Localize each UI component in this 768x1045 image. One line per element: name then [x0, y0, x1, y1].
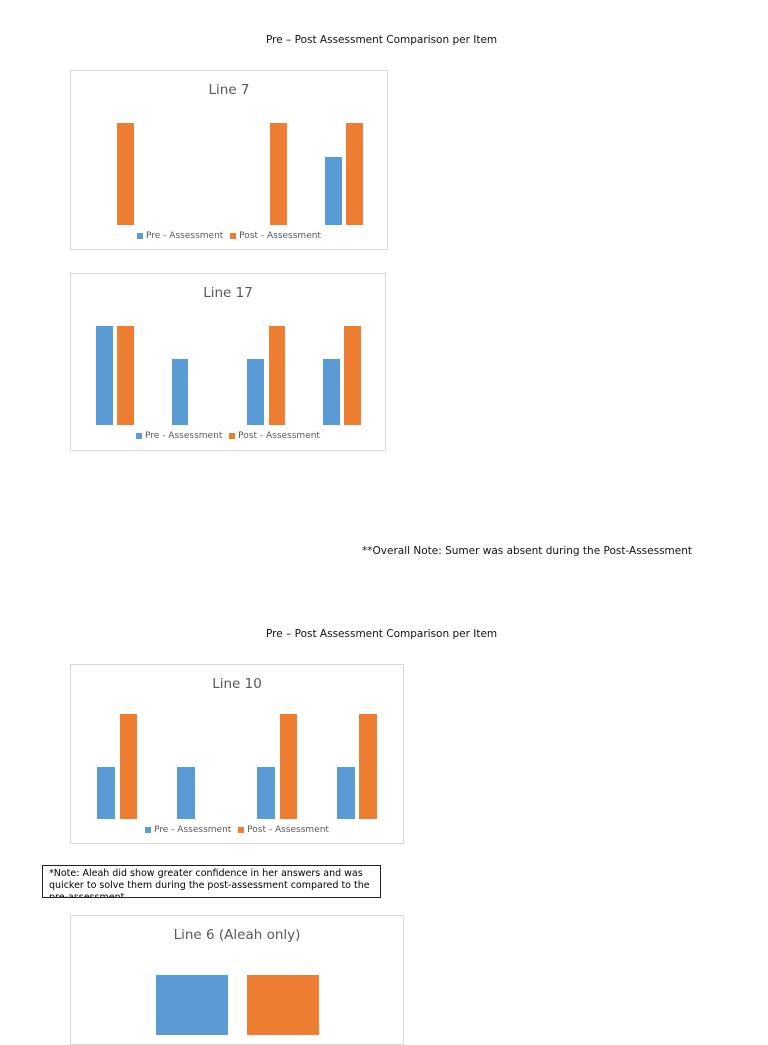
chart-legend: Pre - Assessment Post - Assessment	[71, 825, 403, 836]
chart-title: Line 17	[203, 285, 253, 301]
aleah-note-text: *Note: Aleah did show greater confidence…	[49, 868, 370, 898]
bar-pre-4	[325, 157, 342, 225]
bar-post-1	[120, 714, 137, 819]
aleah-note-box: *Note: Aleah did show greater confidence…	[42, 865, 381, 898]
bar-pre-1	[97, 767, 115, 819]
bar-pre-4	[323, 359, 340, 425]
chart-legend: Pre - Assessment Post - Assessment	[71, 431, 385, 442]
plot-area	[71, 326, 387, 425]
chart-title: Line 6 (Aleah only)	[173, 927, 301, 943]
chart-line-10: Line 10 Pre - Assessment Post - Assessme…	[70, 664, 404, 844]
chart-title: Line 7	[208, 82, 250, 98]
bar-pre-1	[96, 326, 113, 425]
section-heading-2: Pre – Post Assessment Comparison per Ite…	[266, 628, 498, 640]
legend-pre-label: Pre - Assessment	[154, 825, 232, 835]
chart-legend: Pre - Assessment Post - Assessment	[71, 231, 387, 242]
bar-post-3	[269, 326, 285, 425]
legend-swatch-pre	[145, 827, 152, 833]
plot-area	[71, 123, 389, 225]
bar-pre-2	[177, 767, 195, 819]
bar-pre-3	[257, 767, 275, 819]
bar-post-3	[280, 714, 297, 819]
legend-post-label: Post - Assessment	[239, 231, 321, 241]
legend-post-label: Post - Assessment	[247, 825, 329, 835]
section-heading-1: Pre – Post Assessment Comparison per Ite…	[266, 34, 498, 46]
bar-post-1	[117, 326, 134, 425]
bar-post-4	[346, 123, 363, 225]
bar-post-4	[359, 714, 377, 819]
bar-post-4	[344, 326, 361, 425]
legend-swatch-post	[230, 233, 237, 239]
bar-pre-3	[247, 359, 264, 425]
legend-pre-label: Pre - Assessment	[146, 231, 224, 241]
legend-pre-label: Pre - Assessment	[145, 431, 223, 441]
legend-post-label: Post - Assessment	[238, 431, 320, 441]
chart-line-17: Line 17 Pre - Assessment Post - Assessme…	[70, 273, 386, 451]
chart-line-6-aleah: Line 6 (Aleah only)	[70, 915, 404, 1045]
chart-title: Line 10	[212, 676, 262, 692]
bar-post-3	[270, 123, 287, 225]
legend-swatch-post	[229, 433, 236, 439]
bar-pre-4	[337, 767, 355, 819]
bar-pre-2	[172, 359, 188, 425]
chart-line-7: Line 7 Pre - Assessment Post - Assessmen…	[70, 70, 388, 250]
legend-swatch-pre	[136, 433, 143, 439]
plot-area	[71, 975, 405, 1035]
overall-note: **Overall Note: Sumer was absent during …	[362, 545, 693, 557]
bar-pre-aleah	[156, 975, 228, 1035]
legend-swatch-post	[238, 827, 245, 833]
legend-swatch-pre	[137, 233, 144, 239]
bar-post-1	[117, 123, 134, 225]
bar-post-aleah	[247, 975, 319, 1035]
plot-area	[71, 714, 405, 819]
